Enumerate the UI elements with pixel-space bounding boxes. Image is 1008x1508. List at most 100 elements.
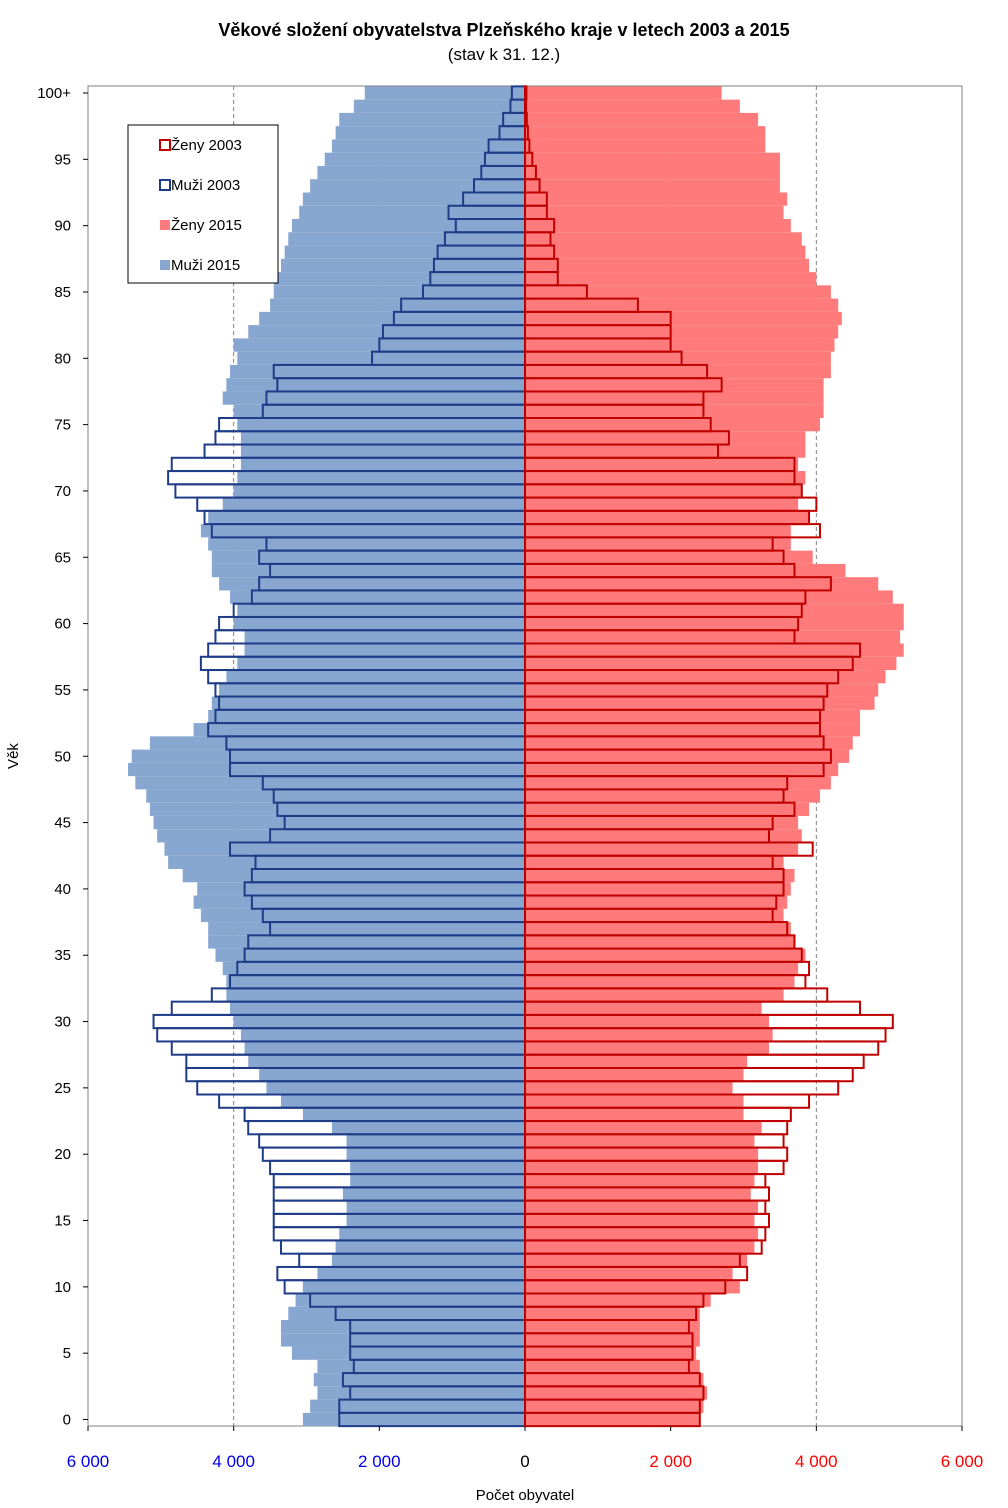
- bar-muzi-2015: [288, 232, 525, 246]
- bar-zeny-2015: [525, 975, 795, 989]
- bar-muzi-2015: [270, 298, 525, 312]
- bar-muzi-2015: [284, 245, 525, 259]
- bar-muzi-2015: [302, 192, 525, 206]
- bar-zeny-2015: [525, 683, 879, 697]
- bar-muzi-2015: [302, 1107, 525, 1122]
- bar-zeny-2015: [525, 603, 904, 617]
- bar-zeny-2015: [525, 126, 766, 140]
- bar-muzi-2015: [240, 457, 525, 472]
- bar-zeny-2015: [525, 391, 824, 405]
- bar-zeny-2015: [525, 431, 806, 445]
- bar-muzi-2015: [313, 1373, 525, 1387]
- bar-zeny-2015: [525, 165, 780, 180]
- y-tick-label: 40: [54, 881, 71, 898]
- bar-muzi-2015: [353, 99, 525, 113]
- bar-muzi-2015: [222, 497, 525, 511]
- y-tick-label: 100+: [37, 85, 71, 102]
- bar-zeny-2015: [525, 364, 831, 379]
- y-tick-label: 85: [54, 284, 71, 301]
- bar-muzi-2015: [208, 537, 526, 551]
- bar-zeny-2015: [525, 1067, 744, 1082]
- bar-zeny-2015: [525, 736, 853, 750]
- bar-muzi-2015: [339, 112, 525, 127]
- x-tick-label: 6 000: [67, 1452, 110, 1471]
- bar-zeny-2015: [525, 112, 759, 127]
- bar-zeny-2015: [525, 869, 795, 883]
- x-tick-label: 4 000: [795, 1452, 838, 1471]
- bar-muzi-2015: [244, 643, 525, 657]
- y-tick-label: 45: [54, 815, 71, 832]
- bar-zeny-2015: [525, 988, 784, 1002]
- bar-zeny-2015: [525, 1041, 769, 1055]
- y-tick-label: 30: [54, 1014, 71, 1031]
- bar-muzi-2015: [226, 975, 525, 989]
- y-tick-label: 35: [54, 947, 71, 964]
- bar-zeny-2015: [525, 802, 810, 816]
- bar-zeny-2015: [525, 709, 861, 724]
- bar-zeny-2015: [525, 1266, 733, 1281]
- bar-muzi-2015: [259, 1067, 525, 1082]
- bar-muzi-2015: [244, 1041, 525, 1055]
- bar-muzi-2015: [259, 311, 525, 326]
- bar-zeny-2015: [525, 245, 806, 259]
- bar-muzi-2015: [244, 630, 525, 644]
- bar-zeny-2015: [525, 1107, 744, 1122]
- bar-zeny-2015: [525, 1240, 755, 1254]
- bar-zeny-2015: [525, 1346, 697, 1360]
- bar-zeny-2015: [525, 86, 722, 100]
- bar-muzi-2015: [295, 1293, 525, 1307]
- bar-zeny-2015: [525, 935, 795, 949]
- bar-zeny-2015: [525, 1014, 769, 1029]
- bar-zeny-2015: [525, 524, 791, 538]
- y-tick-label: 0: [63, 1412, 71, 1429]
- bar-zeny-2015: [525, 670, 886, 684]
- bar-zeny-2015: [525, 471, 806, 485]
- bar-zeny-2015: [525, 298, 839, 312]
- bar-zeny-2015: [525, 99, 740, 113]
- bar-zeny-2015: [525, 1213, 755, 1228]
- bar-zeny-2015: [525, 577, 879, 591]
- x-axis-label: Počet obyvatel: [476, 1487, 574, 1504]
- bar-zeny-2015: [525, 1094, 744, 1108]
- bar-zeny-2015: [525, 563, 846, 578]
- bar-muzi-2015: [335, 126, 525, 140]
- legend-label-muzi-2015: Muži 2015: [171, 257, 240, 274]
- bar-muzi-2015: [211, 563, 526, 578]
- bar-muzi-2015: [237, 471, 525, 485]
- bar-muzi-2015: [240, 431, 525, 445]
- bar-zeny-2015: [525, 961, 799, 976]
- bar-zeny-2015: [525, 882, 791, 896]
- bar-zeny-2015: [525, 219, 791, 233]
- bar-muzi-2015: [346, 1134, 525, 1148]
- bar-muzi-2015: [215, 948, 526, 962]
- y-tick-label: 50: [54, 748, 71, 765]
- bar-muzi-2015: [248, 1054, 525, 1068]
- bar-muzi-2015: [200, 908, 525, 923]
- bar-muzi-2015: [168, 855, 525, 870]
- legend-swatch-zeny-2015: [160, 220, 170, 230]
- bar-zeny-2015: [525, 1121, 762, 1135]
- bar-zeny-2015: [525, 457, 799, 472]
- bar-muzi-2015: [131, 749, 525, 763]
- bar-zeny-2015: [525, 749, 850, 763]
- legend-label-zeny-2015: Ženy 2015: [171, 217, 242, 234]
- bar-zeny-2015: [525, 1028, 773, 1042]
- y-tick-label: 95: [54, 151, 71, 168]
- bar-zeny-2015: [525, 404, 824, 418]
- bar-muzi-2015: [200, 524, 525, 538]
- bar-zeny-2015: [525, 338, 835, 352]
- bar-muzi-2015: [291, 219, 525, 233]
- bar-zeny-2015: [525, 1293, 711, 1307]
- bar-muzi-2015: [317, 1359, 525, 1374]
- bar-muzi-2015: [149, 802, 526, 816]
- bar-zeny-2015: [525, 272, 817, 286]
- bar-zeny-2015: [525, 484, 802, 498]
- bar-muzi-2015: [222, 391, 525, 405]
- bar-muzi-2015: [208, 709, 526, 724]
- bar-zeny-2015: [525, 643, 904, 657]
- x-tick-label: 2 000: [358, 1452, 401, 1471]
- legend-box: [127, 124, 279, 284]
- bar-muzi-2015: [146, 789, 525, 803]
- y-tick-label: 25: [54, 1080, 71, 1097]
- bar-zeny-2015: [525, 696, 875, 710]
